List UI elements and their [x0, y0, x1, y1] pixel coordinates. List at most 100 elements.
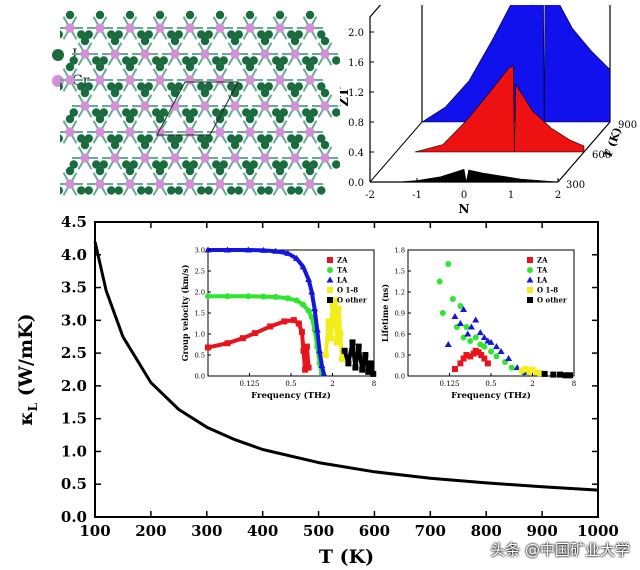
iodine-atom — [129, 56, 138, 65]
iodine-atom — [185, 62, 195, 72]
lt-point-LA — [472, 316, 480, 323]
gv-band-LA — [312, 306, 320, 332]
zt-x-tick-label: 2 — [555, 190, 561, 201]
lt-point-LA — [467, 323, 475, 330]
iodine-atom — [215, 62, 225, 72]
iodine-atom — [152, 56, 161, 65]
gv-point-O-1-8 — [339, 356, 346, 363]
iodine-atom — [332, 108, 340, 117]
chromium-atom — [215, 75, 225, 85]
iodine-atom — [294, 134, 303, 143]
main-x-tick-label: 300 — [191, 522, 222, 540]
lt-point-O-other — [550, 371, 557, 378]
iodine-atom — [107, 186, 116, 195]
iodine-atom — [114, 82, 123, 91]
gv-x-tick-label: 0.5 — [285, 380, 296, 388]
iodine-atom — [114, 134, 123, 143]
chromium-atom — [125, 127, 135, 137]
iodine-atom — [125, 62, 135, 72]
lt-legend-label: TA — [537, 266, 548, 275]
gv-band-ZA — [304, 344, 311, 370]
lt-point-O-1-8 — [537, 370, 544, 377]
lt-point-TA — [481, 343, 488, 350]
iodine-atom — [204, 82, 213, 91]
iodine-atom — [170, 36, 180, 46]
lt-point-O-1-8 — [526, 368, 533, 375]
chromium-atom — [170, 153, 180, 163]
main-y-tick-label: 3.0 — [61, 311, 87, 329]
iodine-atom — [114, 30, 123, 39]
iodine-atom — [245, 166, 255, 176]
iodine-atom — [204, 30, 213, 39]
main-x-tick-label: 500 — [303, 522, 334, 540]
iodine-atom — [137, 134, 146, 143]
lt-legend-marker — [527, 257, 533, 263]
iodine-atom — [182, 56, 191, 65]
zt-y-tick-label: 1.2 — [348, 88, 364, 99]
chromium-atom — [290, 49, 300, 59]
iodine-atom — [302, 108, 311, 117]
chromium-atom — [305, 127, 315, 137]
iodine-atom — [137, 186, 146, 195]
iodine-atom — [60, 82, 63, 91]
gv-y-tick-label: 0.0 — [195, 373, 205, 381]
lt-point-O-other — [567, 372, 574, 379]
gv-band-LA — [301, 264, 311, 282]
gv-y-label: Group velocity (km/s) — [180, 264, 190, 361]
chromium-atom — [95, 75, 105, 85]
lt-point-ZA — [481, 355, 488, 362]
lt-legend-label: LA — [537, 276, 548, 285]
iodine-atom — [185, 10, 195, 20]
chromium-atom — [95, 23, 105, 33]
chromium-atom — [140, 101, 150, 111]
gv-legend-label: LA — [337, 276, 348, 285]
iodine-atom — [212, 56, 221, 65]
iodine-atom — [200, 140, 210, 150]
chromium-atom — [110, 101, 120, 111]
gv-legend-marker — [327, 257, 333, 263]
iodine-atom — [84, 134, 93, 143]
lt-point-O-1-8 — [522, 366, 529, 372]
zt-x-label: N — [459, 202, 470, 215]
lt-point-O-other — [562, 372, 569, 379]
zt-x-tick-label: 1 — [508, 190, 514, 201]
iodine-atom — [257, 82, 266, 91]
chromium-atom — [65, 75, 75, 85]
chromium-atom — [155, 179, 165, 189]
lt-legend-marker — [527, 267, 533, 273]
iodine-atom — [197, 82, 206, 91]
iodine-atom — [167, 30, 176, 39]
zt-box-left — [369, 5, 382, 182]
chromium-atom — [110, 153, 120, 163]
iodine-atom — [99, 108, 108, 117]
chromium-atom — [245, 23, 255, 33]
chromium-atom — [65, 23, 75, 33]
gv-point-LA — [320, 370, 328, 377]
lt-y-tick-label: 1.8 — [395, 247, 405, 255]
iodine-atom — [264, 30, 273, 39]
chromium-atom — [185, 179, 195, 189]
iodine-atom — [219, 160, 228, 169]
iodine-atom — [65, 10, 75, 20]
chromium-atom — [140, 49, 150, 59]
gv-legend-marker — [327, 297, 333, 303]
zt-t-tick-label: 300 — [566, 180, 585, 191]
chromium-atom — [155, 75, 165, 85]
iodine-atom — [185, 114, 195, 124]
iodine-atom — [234, 30, 243, 39]
iodine-atom — [257, 30, 266, 39]
iodine-atom — [80, 140, 90, 150]
main-x-tick-label: 800 — [471, 522, 502, 540]
crystal-structure-diagram — [60, 10, 340, 196]
chromium-atom — [185, 23, 195, 33]
main-plot-frame — [94, 221, 599, 518]
lt-point-O-1-8 — [518, 367, 525, 374]
lt-y-tick-label: 0.9 — [395, 310, 405, 318]
main-y-tick-label: 0.0 — [61, 508, 87, 526]
gv-legend-label: O 1-8 — [337, 286, 358, 295]
chromium-atom — [125, 23, 135, 33]
iodine-atom — [309, 160, 318, 169]
iodine-atom — [189, 160, 198, 169]
chromium-atom — [65, 127, 75, 137]
iodine-atom — [227, 30, 236, 39]
